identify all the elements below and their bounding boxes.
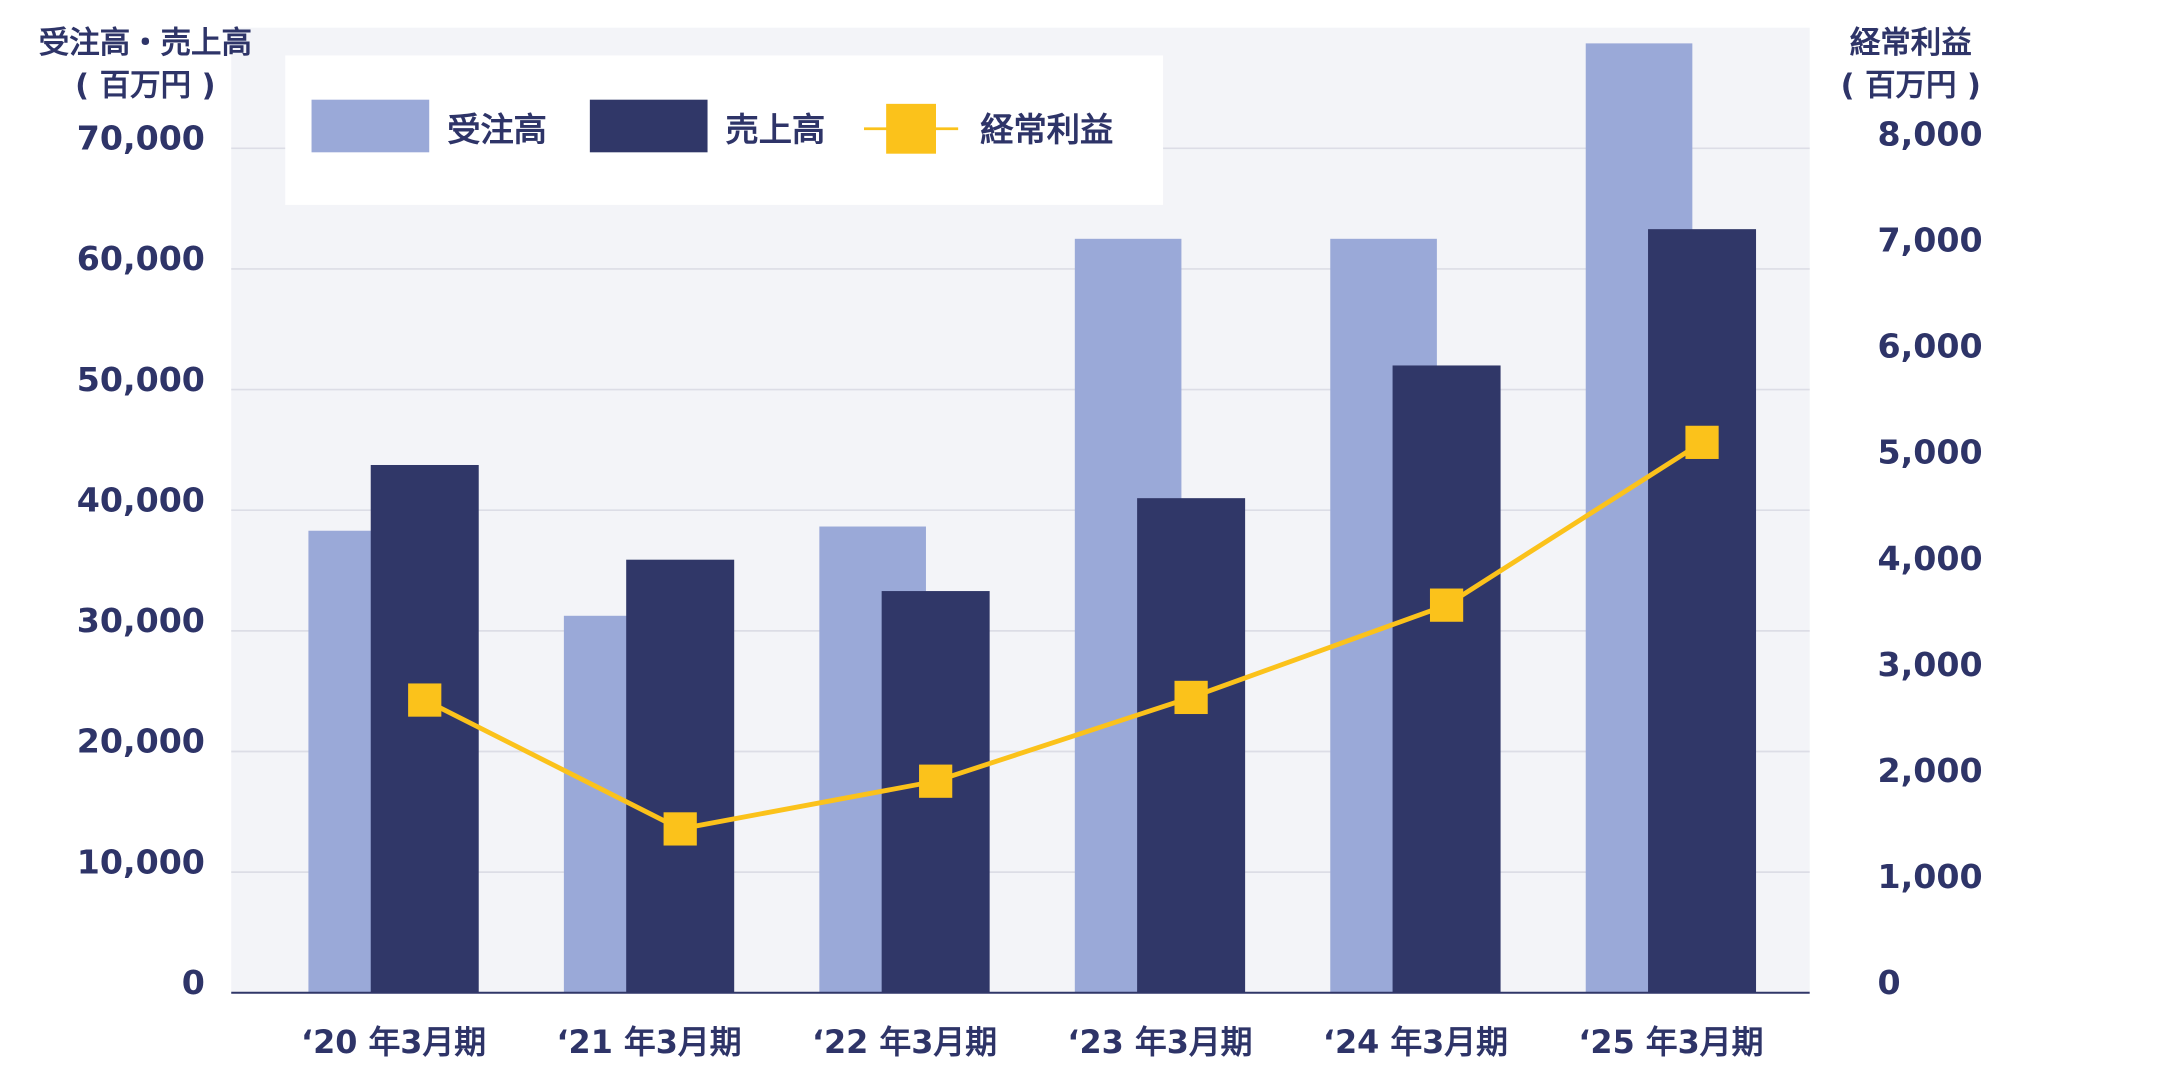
line-marker [1429, 588, 1464, 622]
line-marker [919, 764, 953, 798]
y2-tick-label: 8,000 [1878, 115, 1983, 154]
y-tick-label: 30,000 [77, 601, 205, 640]
y2-tick-label: 2,000 [1878, 751, 1983, 790]
grid: 0 10,000 20,000 30,000 40,000 50,000 60,000 70,… [77, 115, 1983, 1061]
line-marker [1174, 680, 1208, 715]
line-marker [1685, 425, 1719, 459]
y2-tick-label: 1,000 [1878, 857, 1983, 896]
legend-swatch [886, 103, 936, 154]
y-axis-title: 受注高・売上高 [39, 26, 252, 61]
y2-axis-title: 経常利益 [1850, 26, 1972, 61]
legend-label: 経常利益 [980, 110, 1113, 149]
x-tick-label: ‘22 年3月期 [812, 1023, 997, 1061]
y-tick-label: 10,000 [77, 842, 205, 881]
y2-tick-label: 6,000 [1878, 327, 1983, 366]
y2-tick-label: 3,000 [1878, 645, 1983, 684]
y-tick-label: 70,000 [77, 119, 205, 158]
legend-swatch [589, 99, 708, 153]
legend-label: 受注高 [447, 110, 547, 149]
y-tick-label: 50,000 [77, 360, 205, 399]
bar [370, 464, 479, 993]
y2-axis-unit: ( 百万円 ) [1841, 69, 1981, 104]
line-marker [408, 683, 442, 717]
x-tick-label: ‘25 年3月期 [1578, 1023, 1763, 1061]
y-tick-label: 40,000 [77, 480, 205, 519]
bar [626, 559, 735, 993]
x-tick-label: ‘23 年3月期 [1067, 1023, 1252, 1061]
legend-swatch [311, 99, 430, 153]
y2-tick-label: 4,000 [1878, 539, 1983, 578]
x-tick-label: ‘24 年3月期 [1323, 1023, 1508, 1061]
y-tick-label: 0 [182, 963, 205, 1002]
y-axis-unit: ( 百万円 ) [75, 69, 215, 104]
legend-box [285, 55, 1164, 205]
x-tick-label: ‘21 年3月期 [556, 1023, 741, 1061]
y2-tick-label: 0 [1878, 963, 1901, 1002]
bar [1137, 498, 1246, 993]
bar [1392, 365, 1501, 993]
y2-tick-label: 5,000 [1878, 433, 1983, 472]
legend-label: 売上高 [726, 110, 826, 149]
line [423, 440, 1704, 832]
y2-tick-label: 7,000 [1878, 221, 1983, 260]
marks [308, 43, 1757, 993]
legend: 受注高 売上高 経常利益 [311, 99, 1113, 154]
line-marker [663, 812, 697, 846]
y-tick-label: 60,000 [77, 239, 205, 278]
x-tick-label: ‘20 年3月期 [301, 1023, 486, 1061]
bar [1648, 229, 1757, 993]
y-tick-label: 20,000 [77, 722, 205, 761]
